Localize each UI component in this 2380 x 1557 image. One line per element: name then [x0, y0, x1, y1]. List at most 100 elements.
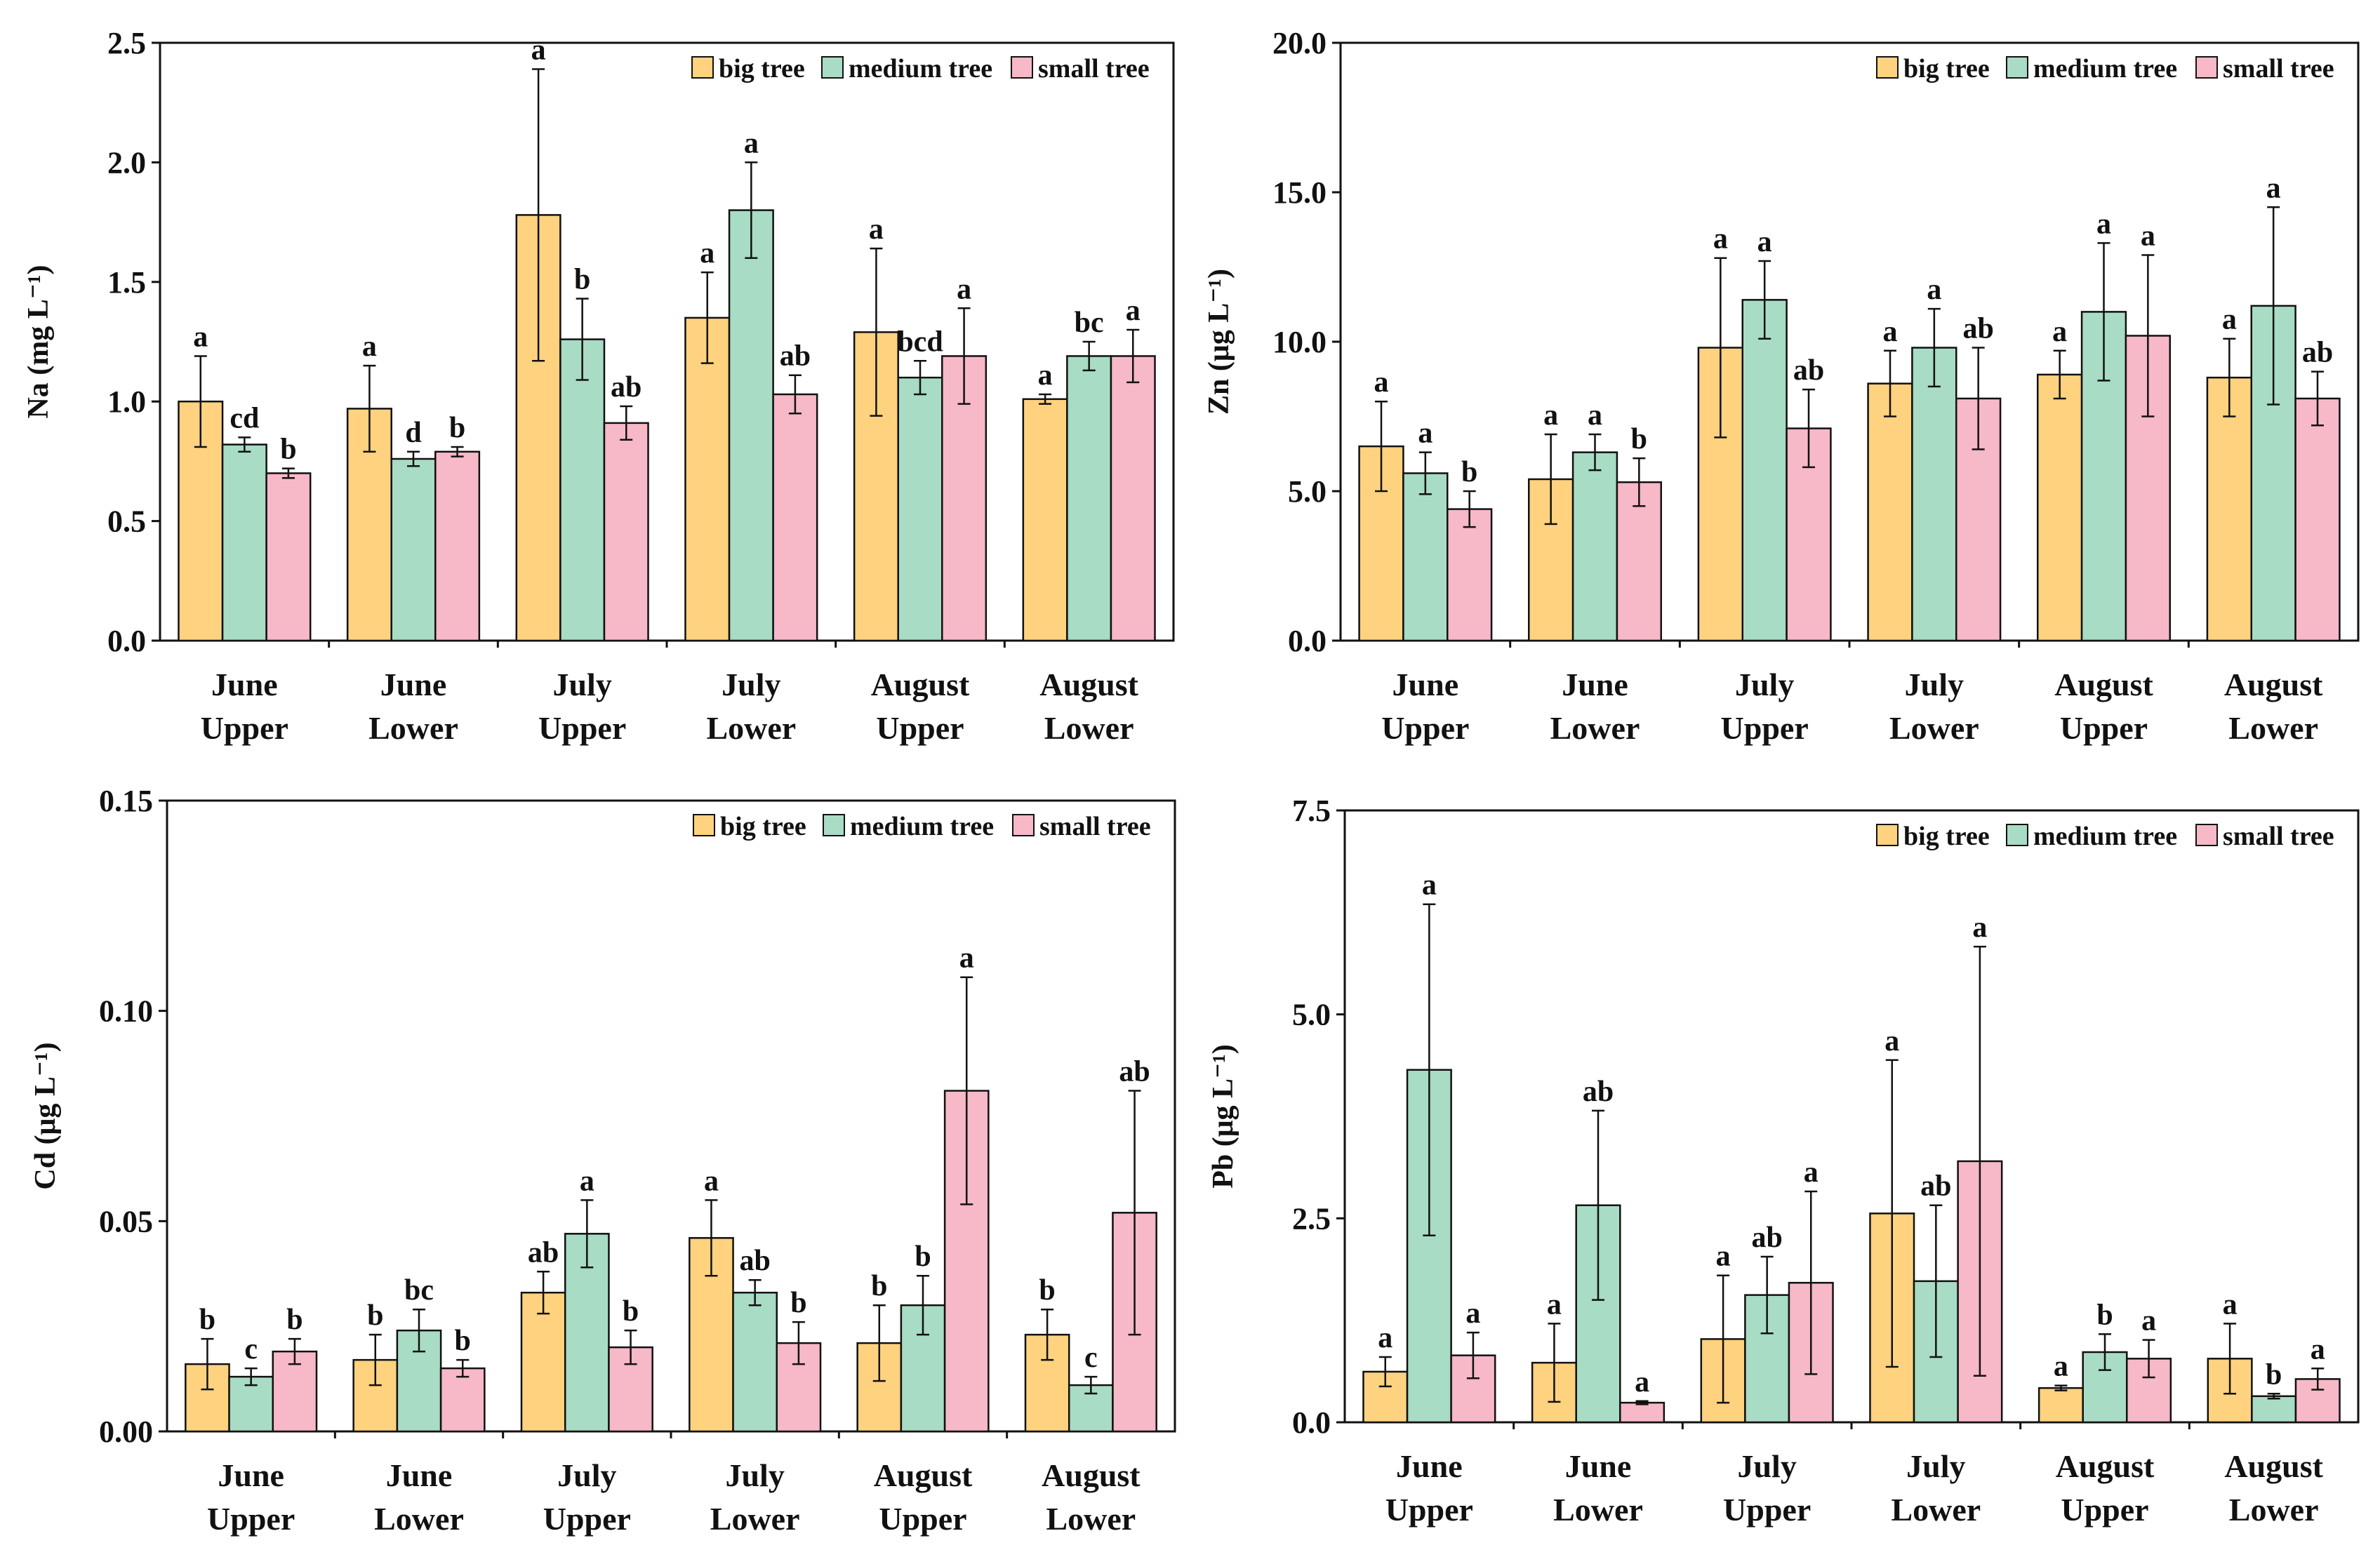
bar-small-tree: [603, 422, 649, 642]
x-category-label-line1: July: [1737, 1448, 1796, 1484]
bar-small-tree: [434, 450, 481, 642]
significance-letter: a: [704, 1165, 719, 1197]
significance-letter: a: [1378, 1322, 1392, 1354]
legend: big tree medium tree small tree: [1876, 54, 2334, 83]
significance-letter: ab: [1920, 1170, 1951, 1203]
legend-swatch-big-tree: [693, 814, 715, 836]
x-category-label-line2: Lower: [1550, 710, 1640, 746]
significance-letter: a: [2141, 1305, 2156, 1337]
x-category-label-line2: Upper: [2061, 1492, 2148, 1528]
bar-big-tree: [1867, 382, 1913, 642]
significance-letter: a: [2052, 316, 2067, 348]
y-tick-label: 7.5: [1292, 794, 1331, 828]
y-tick-label: 0.0: [1288, 624, 1327, 658]
y-tick-label: 2.5: [1292, 1201, 1331, 1236]
significance-letter: ab: [1962, 313, 1993, 345]
bar-medium-tree: [2251, 1395, 2297, 1424]
x-category-label-line1: August: [874, 1457, 973, 1493]
significance-letter: a: [2222, 304, 2237, 336]
x-category-label-line1: June: [380, 667, 447, 702]
significance-letter: a: [2096, 208, 2111, 240]
bar-medium-tree: [1066, 355, 1112, 642]
legend: big tree medium tree small tree: [1876, 822, 2334, 851]
bar-medium-tree: [390, 457, 437, 642]
legend-swatch-big-tree: [1876, 824, 1899, 846]
significance-letter: b: [871, 1270, 887, 1302]
x-category-label-line2: Lower: [368, 710, 458, 746]
significance-letter: a: [1547, 1288, 1562, 1321]
significance-letter: a: [362, 330, 377, 363]
y-tick-label: 20.0: [1272, 26, 1327, 60]
significance-letter: b: [790, 1287, 806, 1319]
bar-small-tree: [772, 393, 818, 642]
x-category-label-line2: Lower: [2228, 710, 2318, 746]
significance-letter: a: [744, 127, 759, 159]
y-tick-label: 0.0: [107, 624, 146, 658]
x-category-label-line2: Lower: [1553, 1492, 1643, 1528]
x-category-label-line1: July: [1735, 667, 1794, 702]
significance-letter: a: [2223, 1288, 2238, 1321]
significance-letter: ab: [739, 1245, 770, 1277]
significance-letter: a: [1374, 366, 1389, 399]
significance-letter: ab: [780, 340, 811, 373]
significance-letter: a: [700, 237, 714, 269]
y-tick-label: 0.0: [1292, 1405, 1331, 1440]
legend-label-medium-tree: medium tree: [2033, 54, 2177, 83]
bar-medium-tree: [1911, 347, 1957, 642]
significance-letter: b: [2096, 1299, 2113, 1331]
x-category-label-line2: Upper: [1723, 1492, 1811, 1528]
y-tick-label: 0.15: [99, 784, 153, 818]
legend-swatch-medium-tree: [821, 56, 844, 79]
significance-letter: a: [1927, 274, 1941, 306]
y-axis-label: Zn (μg L⁻¹): [1203, 269, 1235, 415]
y-axis-label: Cd (μg L⁻¹): [29, 1042, 62, 1189]
significance-letter: a: [1543, 399, 1558, 432]
bar-medium-tree: [1571, 451, 1618, 642]
x-category-label-line2: Upper: [876, 710, 964, 746]
legend-label-medium-tree: medium tree: [850, 812, 994, 841]
x-category-label-line1: August: [1042, 1457, 1141, 1493]
significance-letter: a: [1972, 911, 1987, 944]
significance-letter: b: [449, 412, 465, 444]
legend-swatch-medium-tree: [2006, 824, 2028, 846]
significance-letter: ab: [1751, 1222, 1782, 1254]
x-category-label-line1: July: [552, 667, 611, 702]
x-category-label-line1: July: [725, 1457, 784, 1493]
bar-medium-tree: [559, 338, 606, 642]
significance-letter: bc: [404, 1274, 434, 1307]
significance-letter: a: [1126, 295, 1141, 327]
x-category-label-line1: July: [557, 1457, 616, 1493]
significance-letter: a: [580, 1165, 594, 1197]
significance-letter: bc: [1075, 307, 1104, 339]
significance-letter: a: [2266, 172, 2281, 204]
chart-panel-2: 0.05.010.015.020.0Zn (μg L⁻¹)JuneUpperaa…: [1203, 26, 2360, 746]
x-category-label-line1: June: [1392, 667, 1459, 702]
y-tick-label: 1.5: [107, 265, 146, 300]
x-category-label-line2: Upper: [879, 1501, 966, 1537]
x-category-label-line1: June: [211, 667, 278, 702]
y-tick-label: 0.00: [99, 1415, 153, 1449]
bar-big-tree: [520, 1291, 566, 1433]
x-category-label-line2: Lower: [706, 710, 796, 746]
significance-letter: b: [915, 1241, 931, 1273]
significance-letter: a: [1038, 359, 1053, 392]
x-category-label-line1: June: [218, 1457, 284, 1493]
x-category-label-line1: July: [1906, 1448, 1965, 1484]
x-category-label-line2: Upper: [1385, 1492, 1473, 1528]
significance-letter: cd: [230, 402, 259, 434]
significance-letter: b: [455, 1325, 471, 1357]
bar-small-tree: [265, 472, 312, 642]
bar-small-tree: [608, 1346, 653, 1433]
significance-letter: a: [2054, 1351, 2068, 1383]
legend-label-small-tree: small tree: [2223, 54, 2334, 83]
legend-swatch-small-tree: [1011, 56, 1033, 79]
x-category-label-line1: August: [2054, 667, 2153, 702]
significance-letter: a: [1884, 1025, 1899, 1057]
bar-small-tree: [1616, 481, 1663, 642]
x-category-label-line2: Lower: [710, 1501, 800, 1537]
y-tick-label: 0.10: [99, 994, 153, 1029]
y-tick-label: 2.0: [107, 145, 146, 180]
x-category-label-line2: Lower: [1889, 710, 1979, 746]
significance-letter: a: [869, 213, 884, 246]
